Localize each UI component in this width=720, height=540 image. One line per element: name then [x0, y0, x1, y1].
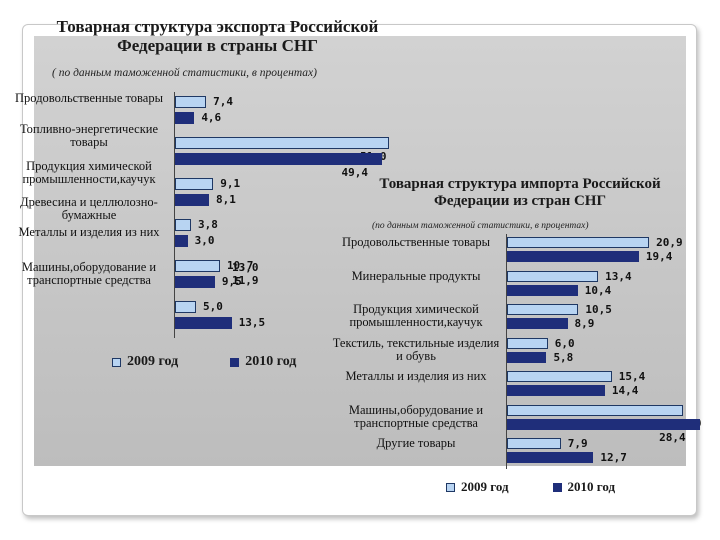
bar-2009: [175, 219, 191, 231]
bar-2009: [175, 137, 390, 149]
category-label: Минеральные продукты: [351, 268, 481, 283]
legend-label-2010: 2010 год: [567, 479, 616, 494]
data-label: 7,4: [213, 95, 233, 108]
legend-swatch-2010: [230, 357, 240, 367]
export-chart-subtitle: ( по данным таможенной статистики, в про…: [52, 67, 317, 79]
extra-data-label: 11,9: [232, 274, 259, 287]
bar-2009: [507, 304, 579, 315]
category-label: Топливно-энергетические товары: [19, 122, 159, 150]
legend-label-2010: 2010 год: [245, 354, 297, 369]
bar-2009: [175, 301, 196, 313]
legend-swatch-2009: [112, 357, 121, 367]
bar-2009: [175, 178, 214, 190]
export-chart-title: Товарная структура экспорта Российской Ф…: [56, 17, 379, 55]
category-label: Древесина и целлюлозно-бумажные: [20, 195, 158, 223]
bar-2009: [507, 270, 599, 282]
extra-data-label: 13,0: [232, 261, 259, 274]
data-label: 10,5: [585, 303, 612, 316]
data-label: 28,4: [659, 430, 686, 444]
data-label: 5,0: [203, 300, 223, 313]
data-label: 8,1: [216, 193, 236, 206]
bar-2009: [175, 96, 207, 108]
category-label: Текстиль, текстильные изделия и обувь: [332, 335, 500, 363]
category-label: Продовольственные товары: [342, 235, 490, 249]
bar-2010: [507, 452, 594, 463]
category-label: Металлы и изделия из них: [345, 369, 487, 383]
data-label: 12,7: [600, 451, 627, 464]
category-label: Другие товары: [376, 436, 456, 450]
bar-2010: [175, 276, 215, 288]
data-label: 4,6: [201, 111, 222, 124]
category-label: Металлы и изделия из них: [18, 225, 160, 239]
bar-2009: [507, 237, 650, 248]
data-label: 15,4: [618, 370, 646, 383]
bar-2010: [175, 317, 232, 329]
bar-2010: [507, 251, 639, 262]
bar-2009: [507, 371, 612, 382]
category-label: Машины,оборудование и транспортные средс…: [348, 402, 484, 430]
category-label: Машины,оборудование и транспортные средс…: [21, 260, 157, 288]
data-label: 49,4: [341, 166, 368, 179]
data-label: 19,4: [645, 250, 673, 263]
axis-line: [506, 234, 507, 469]
category-label: Продукция химической промышленности,кауч…: [22, 159, 156, 187]
bar-2010: [507, 351, 547, 363]
data-label: 9,1: [220, 177, 241, 190]
bar-2010: [507, 418, 701, 430]
bar-2010: [175, 235, 188, 247]
legend-swatch-2010: [552, 482, 562, 492]
data-label: 14,4: [611, 384, 639, 397]
legend-item-2009: 2009 год: [112, 354, 178, 370]
bar-2010: [507, 284, 578, 296]
data-label: 10,4: [584, 283, 612, 297]
bar-2010: [507, 385, 605, 396]
data-label: 20,9: [656, 236, 683, 249]
data-label: 3,8: [197, 218, 218, 231]
bar-2010: [507, 318, 568, 329]
bar-2010: [175, 194, 210, 206]
legend-swatch-2009: [446, 482, 455, 492]
data-label: 9,5: [221, 275, 242, 288]
data-label: 7,9: [567, 437, 588, 450]
bar-2009: [507, 438, 561, 449]
export-legend: 2009 год 2010 год: [112, 354, 348, 370]
bar-2010: [175, 153, 383, 165]
bar-2010: [175, 112, 195, 124]
data-label: 13,5: [238, 316, 266, 329]
data-label: 8,9: [574, 317, 595, 330]
data-label: 5,8: [553, 350, 574, 364]
category-label: Продовольственные товары: [15, 91, 163, 105]
import-chart-title: Товарная структура импорта Российской Фе…: [379, 176, 661, 209]
legend-item-2009: 2009 год: [446, 479, 509, 495]
data-label: 13,4: [605, 269, 632, 283]
legend-label-2009: 2009 год: [127, 354, 179, 369]
bar-2009: [507, 337, 548, 349]
bar-2009: [507, 404, 684, 416]
data-label: 10,7: [226, 259, 254, 272]
legend-label-2009: 2009 год: [461, 479, 509, 494]
import-chart-subtitle: (по данным таможенной статистики, в проц…: [372, 221, 589, 231]
category-label: Продукция химической промышленности,кауч…: [349, 302, 483, 330]
bar-2009: [175, 260, 220, 272]
data-label: 3,0: [194, 234, 215, 247]
legend-item-2010: 2010 год: [230, 354, 296, 370]
import-legend: 2009 год 2010 год: [446, 479, 659, 495]
legend-item-2010: 2010 год: [552, 479, 616, 495]
data-label: 6,0: [554, 336, 575, 350]
axis-line: [174, 92, 175, 338]
